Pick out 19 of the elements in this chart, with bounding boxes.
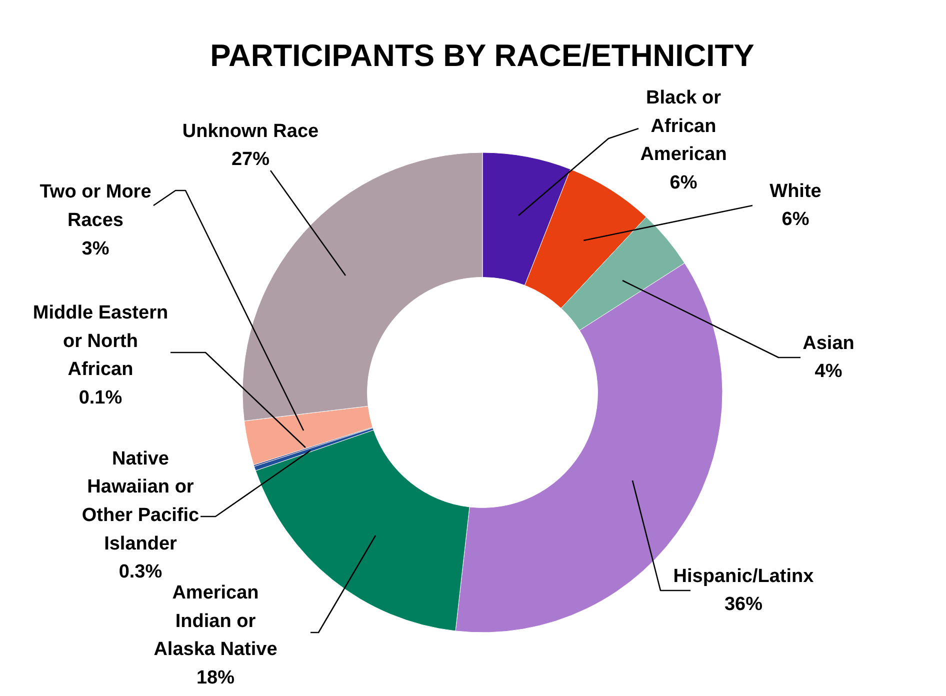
slice-label: Black or African American (640, 87, 727, 166)
data-label: 6% (782, 209, 810, 230)
slice-label: Asian (802, 332, 854, 354)
data-label: 3% (82, 238, 110, 260)
data-label: 0.3% (118, 562, 162, 583)
data-label: 0.1% (78, 388, 122, 409)
data-label: 4% (814, 361, 842, 382)
slice-label: White (770, 180, 822, 202)
data-label: 36% (724, 594, 763, 616)
data-label: 18% (196, 668, 235, 689)
slice-label: Hispanic/Latinx (673, 566, 814, 587)
slice-label: Middle Eastern or North African (32, 302, 168, 380)
slice-label: Two or More Races (40, 182, 152, 231)
slice-label: American Indian or Alaska Native (154, 582, 278, 660)
slice-label: Unknown Race (182, 120, 319, 142)
slice-label: Native Hawaiian or Other Pacific Islander (82, 448, 200, 554)
data-label: 27% (231, 149, 270, 170)
data-label: 6% (670, 172, 698, 194)
chart-title: PARTICIPANTS BY RACE/ETHNICITY (210, 38, 755, 73)
